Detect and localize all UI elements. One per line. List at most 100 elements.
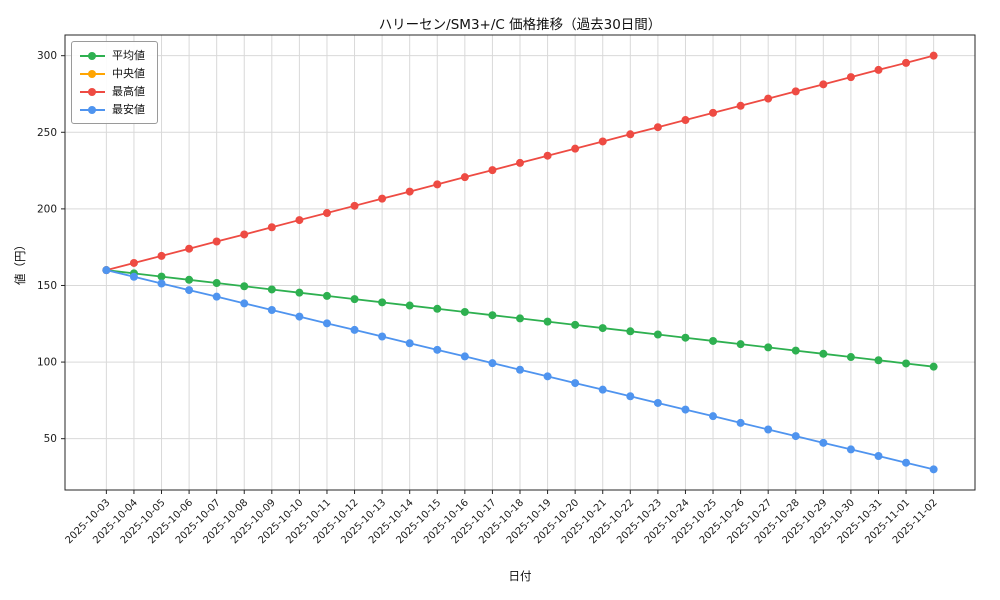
series-point-lowest bbox=[212, 292, 221, 301]
legend-item-lowest: 最安値 bbox=[80, 104, 145, 115]
legend-line-marker-icon bbox=[80, 51, 105, 61]
legend-label: 平均値 bbox=[112, 49, 145, 62]
series-point-highest bbox=[350, 201, 359, 210]
y-tick-label: 250 bbox=[37, 127, 57, 139]
series-point-average bbox=[736, 340, 745, 349]
series-point-average bbox=[405, 301, 414, 310]
series-point-lowest bbox=[764, 425, 773, 434]
series-point-lowest bbox=[433, 345, 442, 354]
series-point-highest bbox=[378, 194, 387, 203]
series-point-lowest bbox=[571, 379, 580, 388]
series-point-lowest bbox=[653, 398, 662, 407]
y-tick-label: 200 bbox=[37, 203, 57, 215]
series-point-average bbox=[295, 288, 304, 297]
series-point-highest bbox=[709, 108, 718, 117]
series-point-lowest bbox=[102, 266, 111, 275]
series-point-average bbox=[819, 349, 828, 358]
series-point-average bbox=[378, 298, 387, 307]
series-point-highest bbox=[626, 130, 635, 139]
series-point-lowest bbox=[709, 412, 718, 421]
series-point-lowest bbox=[874, 451, 883, 460]
series-point-lowest bbox=[240, 299, 249, 308]
series-point-average bbox=[764, 343, 773, 352]
series-point-highest bbox=[129, 258, 138, 267]
series-point-lowest bbox=[267, 305, 276, 314]
series-point-lowest bbox=[185, 286, 194, 295]
series-point-average bbox=[460, 307, 469, 316]
series-point-highest bbox=[791, 87, 800, 96]
y-tick-label: 150 bbox=[37, 280, 57, 292]
series-point-average bbox=[267, 285, 276, 294]
series-point-lowest bbox=[543, 372, 552, 381]
series-point-lowest bbox=[902, 458, 911, 467]
series-point-average bbox=[598, 324, 607, 333]
series-point-highest bbox=[405, 187, 414, 196]
legend-label: 最高値 bbox=[112, 85, 145, 98]
y-axis-label: 値（円） bbox=[13, 239, 27, 285]
series-point-highest bbox=[212, 237, 221, 246]
series-point-highest bbox=[488, 166, 497, 175]
series-point-highest bbox=[157, 251, 166, 260]
series-point-highest bbox=[929, 51, 938, 60]
series-point-highest bbox=[846, 73, 855, 82]
legend-line-marker-icon bbox=[80, 105, 105, 115]
series-point-average bbox=[516, 314, 524, 323]
series-point-lowest bbox=[295, 312, 304, 321]
series-point-average bbox=[653, 330, 662, 339]
series-point-average bbox=[488, 311, 497, 320]
series-point-average bbox=[874, 356, 883, 365]
series-point-average bbox=[185, 275, 194, 284]
series-point-highest bbox=[543, 151, 552, 160]
series-point-average bbox=[709, 336, 718, 345]
series-point-lowest bbox=[460, 352, 469, 361]
series-point-highest bbox=[322, 209, 331, 218]
x-axis-label: 日付 bbox=[508, 569, 532, 583]
series-point-highest bbox=[764, 94, 773, 103]
series-point-highest bbox=[240, 230, 249, 239]
series-point-lowest bbox=[626, 392, 635, 401]
legend-item-average: 平均値 bbox=[80, 50, 145, 61]
series-point-average bbox=[157, 272, 166, 281]
series-point-highest bbox=[295, 216, 304, 225]
series-point-highest bbox=[598, 137, 607, 146]
series-point-average bbox=[433, 304, 442, 313]
series-point-average bbox=[212, 279, 221, 288]
series-point-lowest bbox=[516, 365, 524, 374]
series-point-highest bbox=[185, 244, 194, 253]
legend-item-median: 中央値 bbox=[80, 68, 145, 79]
series-point-highest bbox=[433, 180, 442, 189]
series-point-highest bbox=[460, 173, 469, 182]
series-point-average bbox=[350, 295, 359, 304]
series-point-lowest bbox=[681, 405, 690, 414]
series-point-lowest bbox=[129, 272, 138, 281]
series-point-highest bbox=[653, 123, 662, 132]
series-point-highest bbox=[902, 58, 911, 67]
series-point-average bbox=[902, 359, 911, 368]
series-point-average bbox=[929, 362, 938, 371]
legend: 平均値中央値最高値最安値 bbox=[71, 41, 158, 124]
series-point-average bbox=[543, 317, 552, 326]
series-point-highest bbox=[267, 223, 276, 232]
series-point-lowest bbox=[157, 279, 166, 288]
series-point-average bbox=[571, 320, 580, 329]
series-point-highest bbox=[874, 65, 883, 74]
series-point-lowest bbox=[488, 359, 497, 368]
series-point-average bbox=[322, 291, 331, 300]
series-point-lowest bbox=[846, 445, 855, 454]
series-point-highest bbox=[516, 158, 524, 167]
series-point-highest bbox=[819, 80, 828, 89]
series-point-average bbox=[681, 333, 690, 342]
series-point-lowest bbox=[598, 385, 607, 394]
series-point-highest bbox=[736, 101, 745, 110]
y-tick-label: 300 bbox=[37, 50, 57, 62]
legend-item-highest: 最高値 bbox=[80, 86, 145, 97]
legend-label: 中央値 bbox=[112, 67, 145, 80]
series-point-lowest bbox=[791, 432, 800, 441]
legend-line-marker-icon bbox=[80, 87, 105, 97]
y-tick-label: 50 bbox=[44, 433, 57, 445]
series-point-lowest bbox=[322, 319, 331, 328]
series-point-average bbox=[846, 353, 855, 362]
series-point-average bbox=[626, 327, 635, 336]
